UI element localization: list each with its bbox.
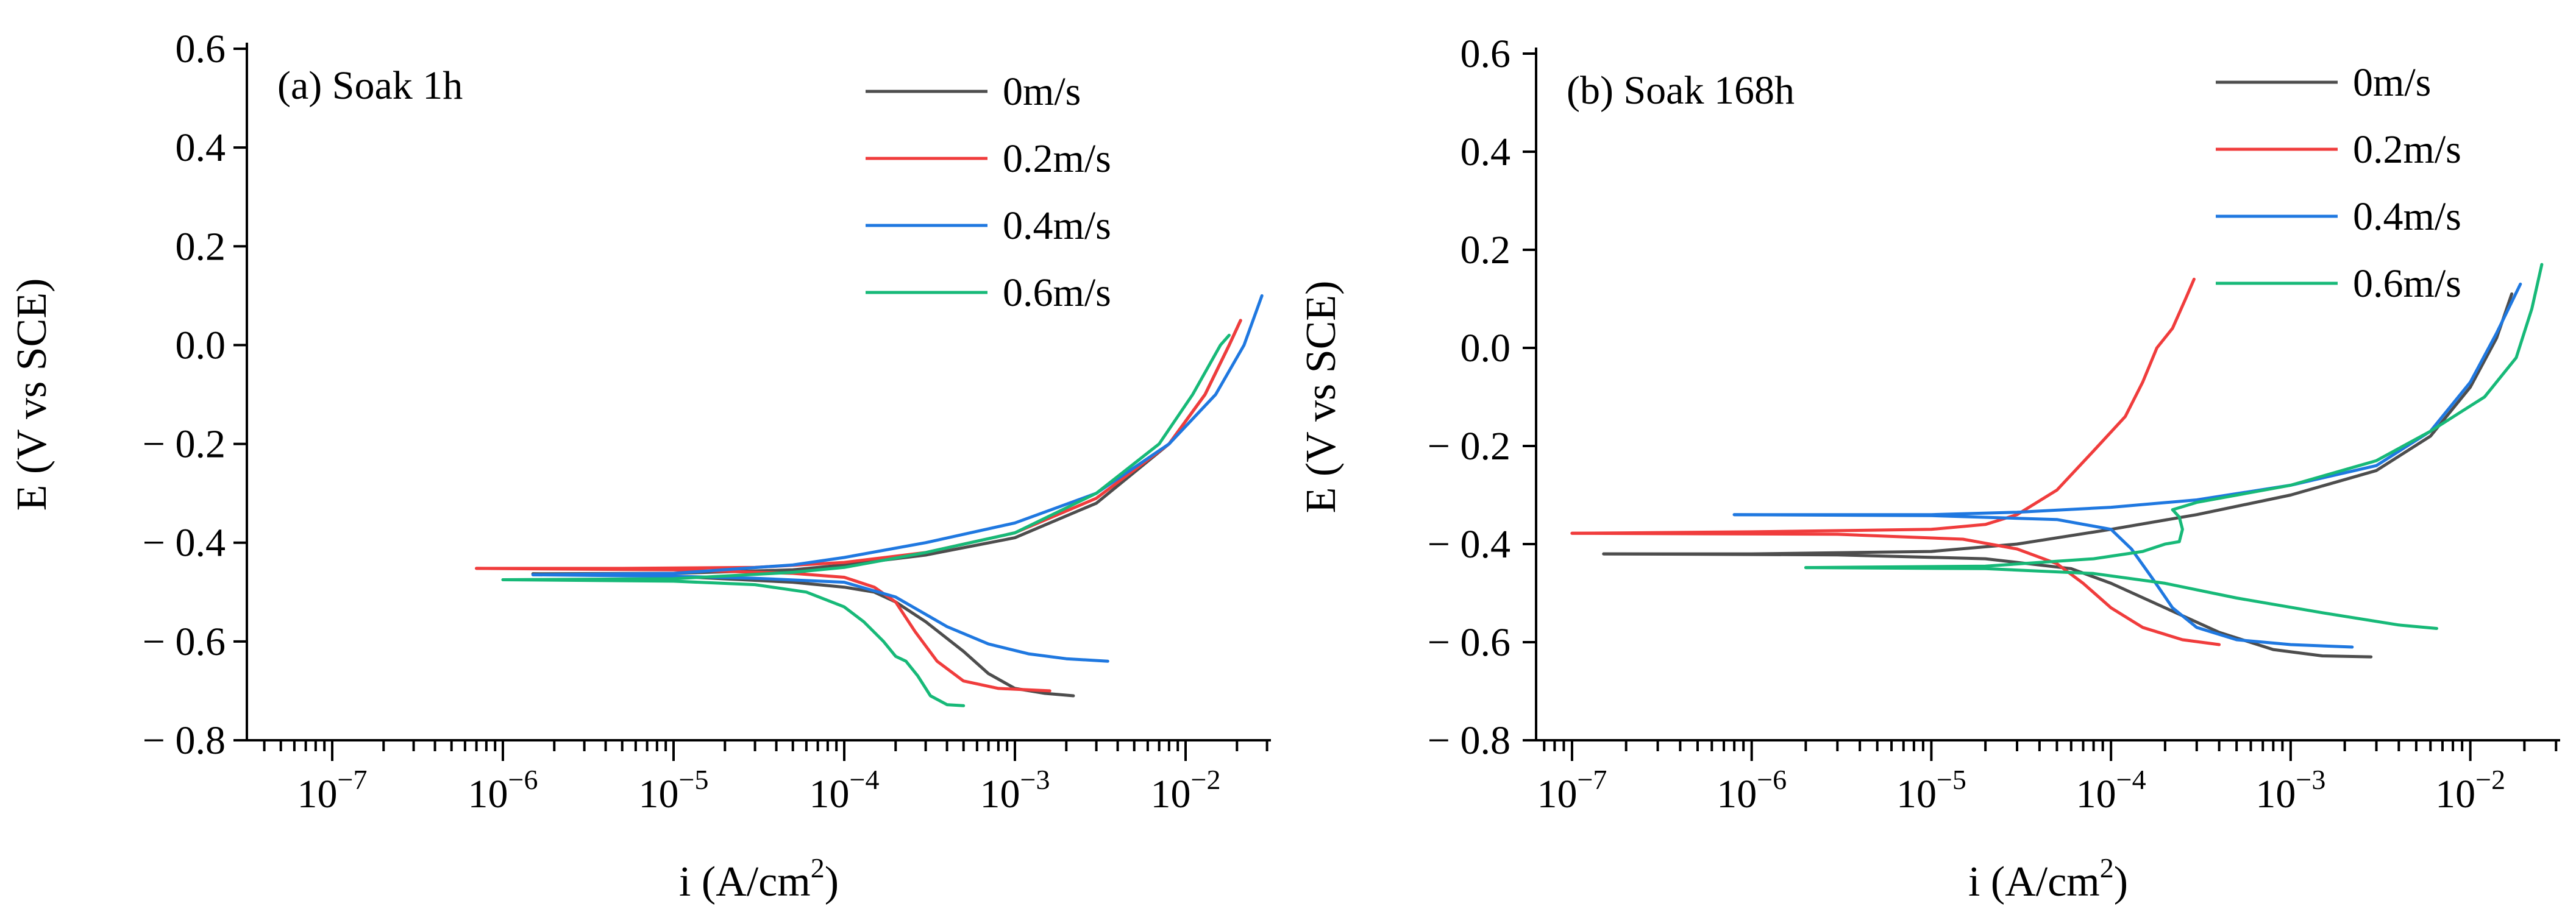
x-tick-exponent: −7: [1577, 764, 1607, 795]
legend-label: 0.6m/s: [1003, 271, 1111, 315]
x-tick-base: 10: [468, 772, 508, 816]
series-line-anodic: [531, 319, 1242, 576]
x-tick-exponent: −6: [508, 764, 538, 795]
x-tick-label: 10−3: [980, 764, 1050, 816]
y-tick-label: − 0.4: [1428, 522, 1510, 567]
x-tick-label: 10−2: [1151, 764, 1221, 816]
x-tick-base: 10: [1896, 772, 1937, 816]
x-tick-label: 10−4: [2076, 764, 2146, 816]
x-tick-exponent: −4: [2116, 764, 2146, 795]
x-tick-base: 10: [1151, 772, 1191, 816]
x-tick-exponent: −5: [679, 764, 709, 795]
y-axis-title: E (V vs SCE): [9, 278, 55, 511]
chart-panel-a: 0.60.40.20.0− 0.2− 0.4− 0.6− 0.810−7 10−6…: [9, 27, 1271, 905]
x-tick-exponent: −4: [850, 764, 880, 795]
series-0m/s: [1602, 292, 2514, 659]
x-axis-title: i (A/cm2): [679, 852, 839, 905]
x-tick-label: 10−3: [2255, 764, 2325, 816]
x-tick-base: 10: [2435, 772, 2475, 816]
series-0.2m/s: [475, 319, 1242, 693]
x-tick-base: 10: [2076, 772, 2116, 816]
series-0.6m/s: [1804, 263, 2544, 630]
legend-label: 0m/s: [2353, 60, 2431, 105]
series-line-anodic: [531, 294, 1264, 576]
x-tick-label: 10−7: [297, 764, 368, 816]
series-line-anodic: [475, 319, 1242, 570]
y-tick-label: 0.0: [1461, 326, 1511, 370]
x-tick-label: 10−2: [2435, 764, 2505, 816]
y-tick-label: 0.4: [176, 126, 226, 170]
x-tick-label: 10−7: [1537, 764, 1607, 816]
x-tick-label: 10−5: [639, 764, 709, 816]
series-0m/s: [531, 319, 1242, 698]
x-tick-exponent: −2: [2475, 764, 2505, 795]
legend: 0m/s 0.2m/s 0.4m/s 0.6m/s: [866, 69, 1111, 315]
panel-title: (a) Soak 1h: [277, 63, 463, 108]
series-line-cathodic: [501, 578, 966, 707]
y-tick-label: − 0.6: [143, 620, 226, 664]
x-axis-title-close: ): [2114, 858, 2128, 905]
series-line-anodic: [1804, 263, 2544, 570]
x-tick-label: 10−6: [1717, 764, 1787, 816]
x-tick-base: 10: [297, 772, 338, 816]
series-line-cathodic: [531, 573, 1109, 663]
series-line-cathodic: [1732, 513, 2354, 649]
x-tick-base: 10: [1537, 772, 1577, 816]
x-tick-label: 10−4: [809, 764, 880, 816]
legend-label: 0.2m/s: [1003, 136, 1111, 181]
x-tick-base: 10: [639, 772, 679, 816]
x-tick-exponent: −2: [1191, 764, 1221, 795]
x-tick-exponent: −3: [2296, 764, 2325, 795]
chart-panel-b: 0.60.40.20.0− 0.2− 0.4− 0.6− 0.810−7 10−6…: [1298, 32, 2560, 905]
x-axis-title-close: ): [825, 858, 839, 905]
y-tick-label: 0.2: [176, 224, 226, 269]
legend-label: 0.6m/s: [2353, 261, 2461, 306]
legend-label: 0.2m/s: [2353, 127, 2461, 172]
x-axis-title-main: i (A/cm: [1968, 858, 2100, 905]
y-tick-label: 0.6: [176, 27, 226, 71]
x-axis-title-sup: 2: [2100, 852, 2114, 883]
series-line-cathodic: [1602, 552, 2373, 659]
y-tick-label: − 0.2: [143, 422, 226, 467]
x-tick-exponent: −3: [1020, 764, 1050, 795]
series-line-anodic: [1732, 282, 2522, 517]
x-axis-title-sup: 2: [811, 852, 825, 883]
series-line-anodic: [501, 333, 1231, 581]
x-tick-base: 10: [1717, 772, 1757, 816]
x-tick-exponent: −6: [1757, 764, 1787, 795]
x-axis-title-main: i (A/cm: [679, 858, 811, 905]
y-tick-label: 0.4: [1461, 130, 1511, 174]
x-tick-base: 10: [809, 772, 850, 816]
y-tick-label: 0.0: [176, 323, 226, 367]
x-axis-title: i (A/cm2): [1968, 852, 2128, 905]
series-0.4m/s: [1732, 282, 2522, 649]
series-line-anodic: [1570, 277, 2196, 535]
panel-title: (b) Soak 168h: [1567, 68, 1795, 113]
x-tick-exponent: −5: [1937, 764, 1966, 795]
y-tick-label: − 0.8: [143, 718, 226, 763]
y-tick-label: − 0.2: [1428, 424, 1510, 469]
x-tick-label: 10−6: [468, 764, 538, 816]
legend-label: 0.4m/s: [2353, 194, 2461, 239]
legend-label: 0.4m/s: [1003, 203, 1111, 248]
y-tick-label: − 0.4: [143, 521, 226, 565]
legend-label: 0m/s: [1003, 69, 1081, 114]
y-tick-label: 0.2: [1461, 228, 1511, 272]
y-tick-label: − 0.6: [1428, 620, 1510, 665]
x-tick-exponent: −7: [338, 764, 368, 795]
x-tick-base: 10: [980, 772, 1020, 816]
y-axis-title: E (V vs SCE): [1298, 281, 1345, 514]
y-tick-label: 0.6: [1461, 32, 1511, 76]
y-tick-label: − 0.8: [1428, 718, 1510, 763]
series-line-cathodic: [1804, 566, 2438, 630]
x-tick-label: 10−5: [1896, 764, 1966, 816]
legend: 0m/s 0.2m/s 0.4m/s 0.6m/s: [2216, 60, 2461, 306]
x-tick-base: 10: [2255, 772, 2296, 816]
series-line-anodic: [1602, 292, 2514, 556]
series-0.6m/s: [501, 333, 1231, 707]
